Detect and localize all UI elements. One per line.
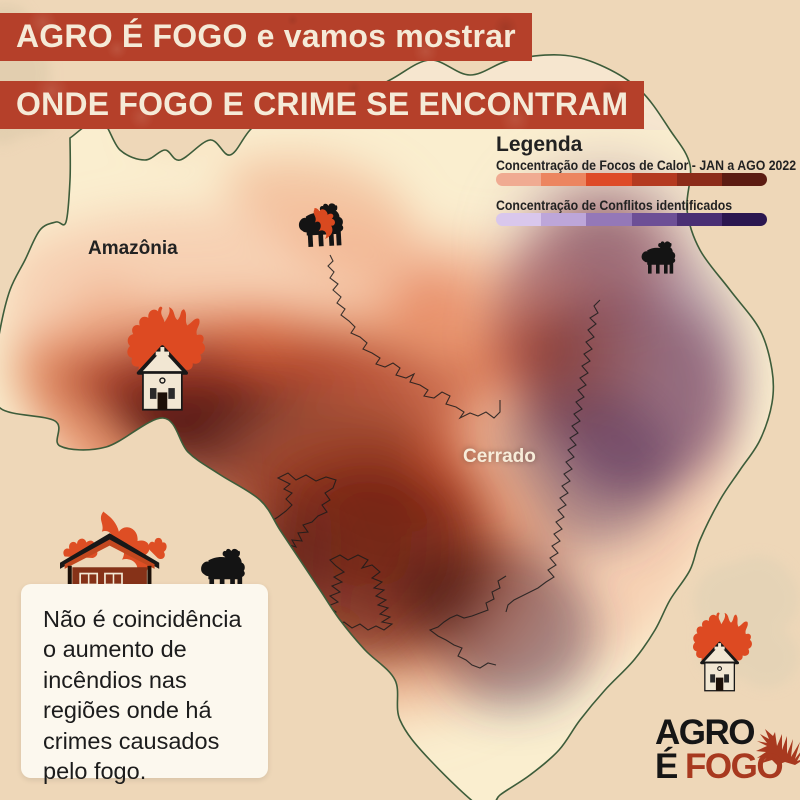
svg-text:FOGO: FOGO — [685, 747, 782, 786]
svg-text:É: É — [655, 746, 677, 786]
